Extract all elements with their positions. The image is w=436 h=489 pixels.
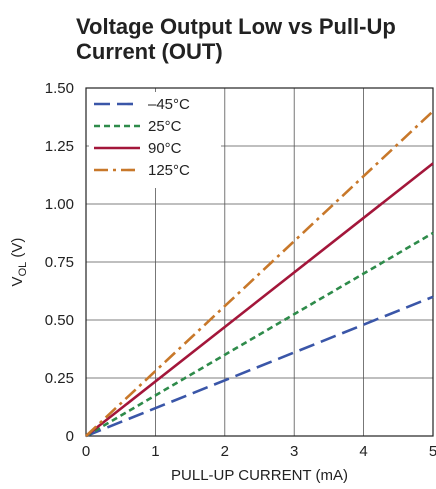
x-tick-label: 4	[359, 443, 367, 460]
legend-label: 125°C	[148, 162, 190, 179]
y-tick-label: 1.25	[45, 138, 74, 155]
y-tick-label: 1.00	[45, 196, 74, 213]
y-tick-label: 1.50	[45, 80, 74, 97]
series-line-4	[85, 110, 434, 437]
x-axis-label: PULL-UP CURRENT (mA)	[171, 467, 348, 484]
chart-title-line-1: Voltage Output Low vs Pull-Up	[76, 14, 396, 39]
y-tick-label: 0	[66, 428, 74, 445]
y-axis-label-main: V	[9, 276, 26, 286]
series-line-2	[85, 231, 434, 438]
series-line-1	[85, 295, 434, 438]
legend: –45°C 25°C 90°C 125°C	[89, 92, 221, 188]
y-tick-label: 0.50	[45, 312, 74, 329]
x-tick-labels: 0 1 2 3 4 5	[82, 443, 436, 460]
y-axis-label: VOL (V)	[9, 238, 29, 287]
y-axis-label-sub: OL	[17, 262, 29, 277]
legend-label: 25°C	[148, 118, 182, 135]
x-tick-label: 1	[151, 443, 159, 460]
legend-background	[89, 92, 221, 188]
y-axis-label-unit: (V)	[9, 238, 26, 262]
series-lines	[85, 110, 434, 438]
x-tick-label: 0	[82, 443, 90, 460]
chart-title-line-2: Current (OUT)	[76, 39, 223, 64]
chart-title: Voltage Output Low vs Pull-Up Current (O…	[76, 14, 426, 64]
legend-label: 90°C	[148, 140, 182, 157]
x-tick-label: 5	[429, 443, 436, 460]
y-tick-labels: 0 0.25 0.50 0.75 1.00 1.25 1.50	[45, 80, 74, 445]
y-tick-label: 0.75	[45, 254, 74, 271]
grid-lines	[86, 88, 433, 436]
legend-label: –45°C	[148, 96, 190, 113]
x-tick-label: 2	[221, 443, 229, 460]
series-line-3	[85, 162, 434, 438]
plot-frame	[85, 87, 434, 437]
x-tick-label: 3	[290, 443, 298, 460]
y-tick-label: 0.25	[45, 370, 74, 387]
